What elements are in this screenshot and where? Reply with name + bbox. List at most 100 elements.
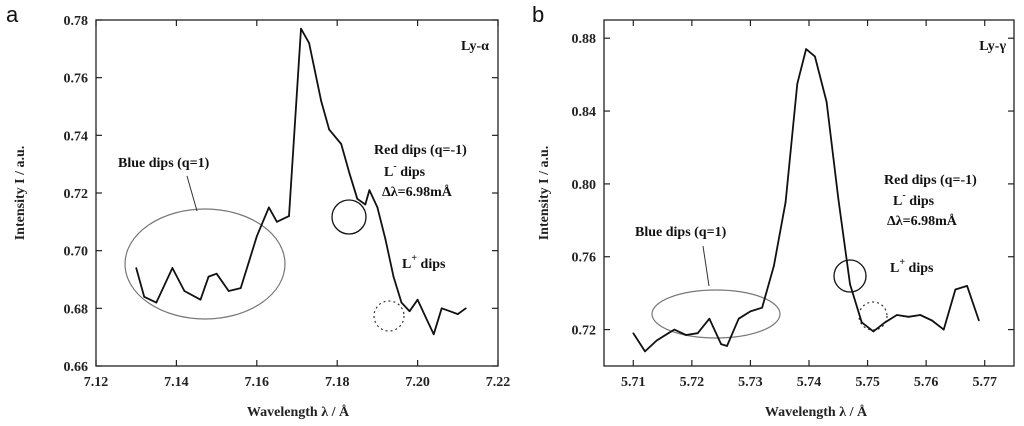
panel-a-x-tick-label: 7.20 xyxy=(405,375,430,390)
panel-b-data-point xyxy=(849,283,851,285)
panel-a-lplus-label: L+ dips xyxy=(402,253,446,272)
panel-b-data-point xyxy=(931,319,933,322)
panel-b-data-point xyxy=(644,350,646,353)
panel-b-plot-frame xyxy=(603,19,1015,367)
panel-a-y-tick-label: 0.74 xyxy=(64,129,89,144)
panel-a-blue-dips-ellipse xyxy=(124,208,286,320)
panel-b-data-point xyxy=(673,328,676,331)
panel-a-data-point xyxy=(135,267,137,269)
panel-a-x-axis-title: Wavelength λ / Å xyxy=(247,404,350,420)
panel-a-data-point xyxy=(408,310,411,313)
panel-a: a 7.12 7.14 7.16 7.18 7.20 7.22 0.660.680.700… xyxy=(6,2,510,420)
panel-b-y-ticks: 0.72 0.76 0.80 0.84 0.88 xyxy=(572,32,1014,339)
panel-a-x-tick-label: 7.12 xyxy=(84,375,109,390)
panel-a-data-point xyxy=(215,272,218,275)
panel-a-spectrum-line xyxy=(135,27,467,336)
panel-b-data-point xyxy=(896,314,898,316)
panel-a-data-point xyxy=(308,42,310,44)
panel-b-y-tick-label: 0.88 xyxy=(572,32,597,47)
panel-b-blue-dips-leader xyxy=(702,245,710,287)
panel-a-data-point xyxy=(143,296,146,298)
panel-a-data-point xyxy=(247,261,250,264)
panel-a-line-label: Ly-α xyxy=(461,39,489,54)
panel-a-data-point xyxy=(320,99,322,102)
panel-a-y-tick-label: 0.76 xyxy=(64,72,89,87)
panel-b-y-tick-label: 0.80 xyxy=(572,178,597,193)
panel-b-data-point xyxy=(784,201,787,203)
panel-b-x-axis-title: Wavelength λ / Å xyxy=(765,404,868,420)
panel-a-data-point xyxy=(155,301,158,304)
panel-a-red-dips-label: Red dips (q=-1) xyxy=(374,143,467,158)
panel-b-x-tick-label: 5.72 xyxy=(680,375,705,390)
panel-b-x-tick-label: 5.74 xyxy=(797,375,822,390)
panel-a-x-tick-label: 7.18 xyxy=(325,375,350,390)
panel-a-data-point xyxy=(376,206,379,209)
panel-a-red-dip-circle xyxy=(331,199,367,235)
panel-a-y-tick-label: 0.78 xyxy=(64,14,89,29)
panel-a-data-point xyxy=(440,307,443,310)
panel-a-data-point xyxy=(239,287,242,289)
panel-b-data-point xyxy=(632,332,635,335)
panel-a-data-point xyxy=(227,290,230,292)
panel-b-data-point xyxy=(978,319,980,322)
panel-a-series xyxy=(135,27,467,336)
panel-b-series xyxy=(632,48,980,353)
panel-a-data-point xyxy=(348,172,351,174)
panel-a-data-point xyxy=(199,298,202,301)
panel-b-data-point xyxy=(907,316,910,318)
panel-b-data-point xyxy=(872,330,875,333)
panel-b-delta-lambda-label: Δλ=6.98mÅ xyxy=(887,213,958,229)
panel-a-y-tick-label: 0.68 xyxy=(64,302,89,317)
panel-b-line-label: Ly-γ xyxy=(979,39,1006,54)
panel-b-y-tick-label: 0.72 xyxy=(572,324,597,339)
panel-b-x-tick-label: 5.73 xyxy=(738,375,763,390)
panel-b: b 5.71 5.72 5.73 5.74 5.75 5.76 5.77 0.720.760… xyxy=(532,2,1015,420)
panel-b-data-point xyxy=(919,314,922,316)
panel-b-y-tick-label: 0.84 xyxy=(572,105,597,120)
panel-b-x-tick-label: 5.75 xyxy=(855,375,880,390)
panel-b-data-point xyxy=(825,101,828,103)
panel-b-x-tick-label: 5.77 xyxy=(972,375,997,390)
panel-a-data-point xyxy=(392,275,395,278)
panel-a-x-ticks: 7.12 7.14 7.16 7.18 7.20 7.22 xyxy=(84,20,511,390)
panel-b-lplus-dip-circle xyxy=(858,301,888,331)
panel-b-data-point xyxy=(954,288,957,291)
panel-a-data-point xyxy=(255,235,258,238)
panel-b-data-point xyxy=(726,345,728,347)
panel-b-y-tick-label: 0.76 xyxy=(572,251,597,266)
panel-b-blue-dips-ellipse xyxy=(651,289,781,339)
panel-b-data-point xyxy=(749,310,752,313)
panel-b-y-axis-title: Intensity I / a.u. xyxy=(537,146,552,241)
panel-a-data-point xyxy=(432,333,435,336)
panel-a-data-point xyxy=(276,221,278,223)
panel-a-data-point xyxy=(171,267,174,269)
panel-b-data-point xyxy=(814,55,816,58)
panel-b-data-point xyxy=(708,317,711,320)
panel-a-data-point xyxy=(400,301,403,304)
panel-a-y-ticks: 0.66 0.68 0.70 0.72 0.74 0.76 0.78 xyxy=(64,14,498,375)
panel-a-data-point xyxy=(424,316,427,318)
panel-b-data-point xyxy=(884,321,886,324)
panel-a-letter: a xyxy=(6,2,19,27)
panel-a-blue-dips-label: Blue dips (q=1) xyxy=(118,156,210,171)
panel-a-data-point xyxy=(416,298,419,301)
panel-a-data-point xyxy=(268,206,270,209)
panel-b-blue-dips-label: Blue dips (q=1) xyxy=(635,225,727,240)
panel-a-data-point xyxy=(448,310,451,313)
panel-a-delta-lambda-label: Δλ=6.98mÅ xyxy=(382,184,453,200)
panel-b-data-point xyxy=(696,332,699,335)
panel-a-lplus-dip-circle xyxy=(373,300,405,332)
panel-a-data-point xyxy=(300,27,302,30)
panel-a-data-point xyxy=(364,203,367,206)
panel-b-data-point xyxy=(761,306,763,309)
panel-a-x-tick-label: 7.14 xyxy=(164,375,189,390)
panel-a-data-point xyxy=(183,290,186,292)
panel-b-lplus-label: L+ dips xyxy=(890,257,934,276)
panel-b-data-point xyxy=(773,265,775,267)
panel-a-data-point xyxy=(328,128,330,131)
panel-b-x-tick-label: 5.71 xyxy=(621,375,646,390)
panel-b-x-ticks: 5.71 5.72 5.73 5.74 5.75 5.76 5.77 xyxy=(621,20,997,390)
panel-a-data-point xyxy=(368,189,371,191)
panel-a-x-tick-label: 7.22 xyxy=(486,375,511,390)
panel-b-data-point xyxy=(966,285,968,287)
